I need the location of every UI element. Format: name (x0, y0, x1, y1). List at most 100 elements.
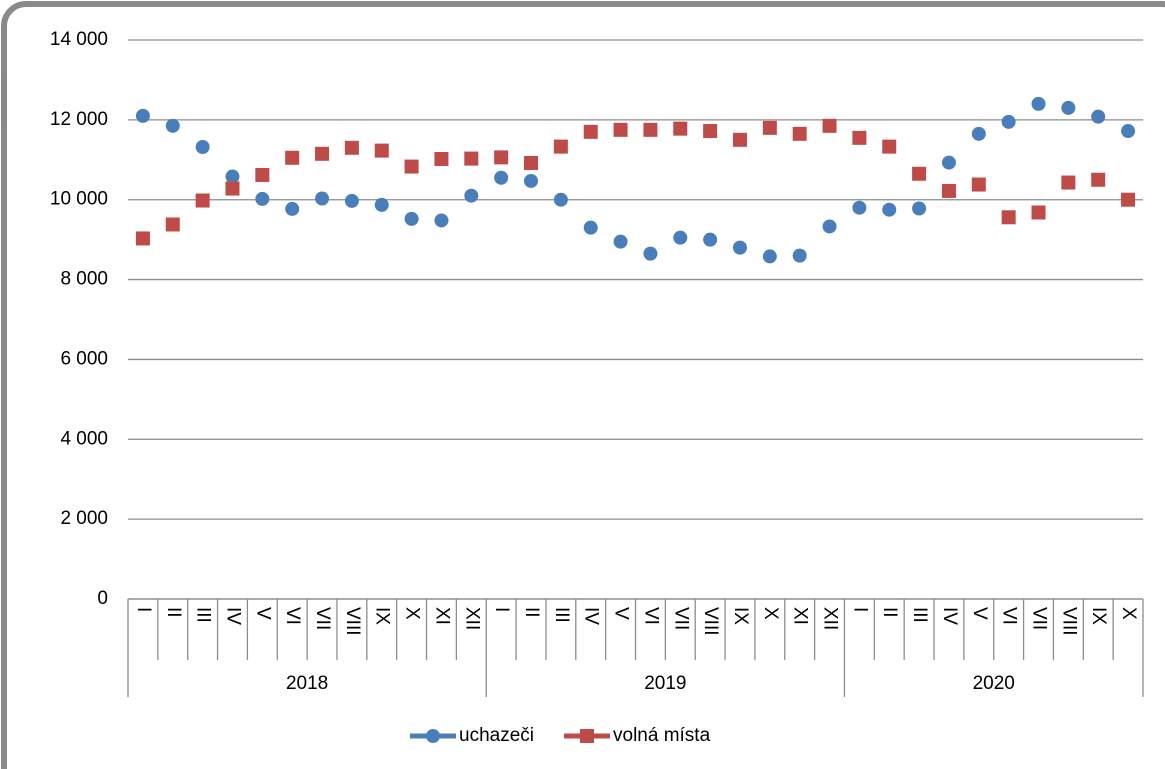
x-tick-label: VIII (342, 607, 363, 636)
x-tick-label: V (969, 607, 990, 620)
y-tick-label: 0 (97, 588, 108, 609)
point (613, 122, 628, 137)
x-tick-label: XII (820, 607, 841, 630)
x-tick-label: III (909, 607, 930, 623)
point (255, 191, 270, 206)
x-tick-label: VIII (700, 607, 721, 636)
point (524, 173, 539, 188)
point (1121, 124, 1136, 139)
point (553, 192, 568, 207)
point (583, 124, 598, 139)
x-tick-label: VII (1028, 607, 1049, 630)
x-tick-label: VIII (1058, 607, 1079, 636)
point (912, 201, 927, 216)
point (822, 219, 837, 234)
point (732, 240, 747, 255)
legend-marker (580, 729, 594, 743)
point (941, 155, 956, 170)
point (494, 170, 509, 185)
point (1061, 175, 1076, 190)
legend-marker (426, 729, 440, 743)
x-tick-label: II (879, 607, 900, 618)
x-tick-label: V (252, 607, 273, 620)
x-tick-label: III (551, 607, 572, 623)
point (374, 143, 389, 158)
x-tick-label: IV (939, 607, 960, 625)
point (762, 249, 777, 264)
point (941, 183, 956, 198)
y-tick-label: 4 000 (60, 428, 108, 449)
x-tick-label: IV (222, 607, 243, 625)
point (762, 120, 777, 135)
x-tick-label: X (402, 607, 423, 620)
point (1091, 109, 1106, 124)
point (643, 246, 658, 261)
point (882, 202, 897, 217)
y-tick-label: 8 000 (60, 269, 108, 290)
x-tick-label: I (491, 607, 512, 612)
x-tick-label: IX (730, 607, 751, 625)
point (255, 167, 270, 182)
point (344, 140, 359, 155)
point (195, 193, 210, 208)
point (822, 118, 837, 133)
group-label: 2018 (286, 673, 328, 694)
x-tick-label: X (760, 607, 781, 620)
point (553, 139, 568, 154)
point (732, 132, 747, 147)
point (1091, 172, 1106, 187)
point (494, 150, 509, 165)
point (792, 248, 807, 263)
x-tick-label: II (521, 607, 542, 618)
point (285, 201, 300, 216)
point (613, 234, 628, 249)
x-tick-label: VII (670, 607, 691, 630)
point (703, 232, 718, 247)
group-label: 2020 (973, 673, 1015, 694)
group-label: 2019 (644, 673, 686, 694)
x-tick-label: XI (431, 607, 452, 625)
point (1121, 192, 1136, 207)
x-tick-label: III (193, 607, 214, 623)
x-tick-label: I (133, 607, 154, 612)
point (912, 166, 927, 181)
y-tick-label: 12 000 (50, 109, 108, 130)
point (1061, 100, 1076, 115)
point (195, 140, 210, 155)
point (1001, 210, 1016, 225)
point (434, 151, 449, 166)
point (285, 150, 300, 165)
x-tick-label: IX (372, 607, 393, 625)
legend-label: volná místa (613, 725, 711, 746)
point (971, 126, 986, 141)
point (1001, 114, 1016, 129)
x-tick-label: I (849, 607, 870, 612)
x-tick-label: V (611, 607, 632, 620)
x-tick-label: VI (999, 607, 1020, 625)
x-tick-label: IX (1088, 607, 1109, 625)
y-tick-label: 14 000 (50, 29, 108, 50)
point (165, 217, 180, 232)
x-tick-label: IV (581, 607, 602, 625)
x-tick-label: XII (461, 607, 482, 630)
point (464, 188, 479, 203)
point (792, 126, 807, 141)
point (673, 230, 688, 245)
point (374, 197, 389, 212)
x-tick-label: II (163, 607, 184, 618)
point (643, 122, 658, 137)
point (165, 118, 180, 133)
point (882, 139, 897, 154)
point (703, 124, 718, 139)
point (673, 121, 688, 136)
point (135, 231, 150, 246)
point (971, 177, 986, 192)
point (852, 200, 867, 215)
point (315, 146, 330, 161)
point (464, 151, 479, 166)
point (344, 193, 359, 208)
legend-label: uchazeči (459, 725, 534, 746)
point (524, 155, 539, 170)
